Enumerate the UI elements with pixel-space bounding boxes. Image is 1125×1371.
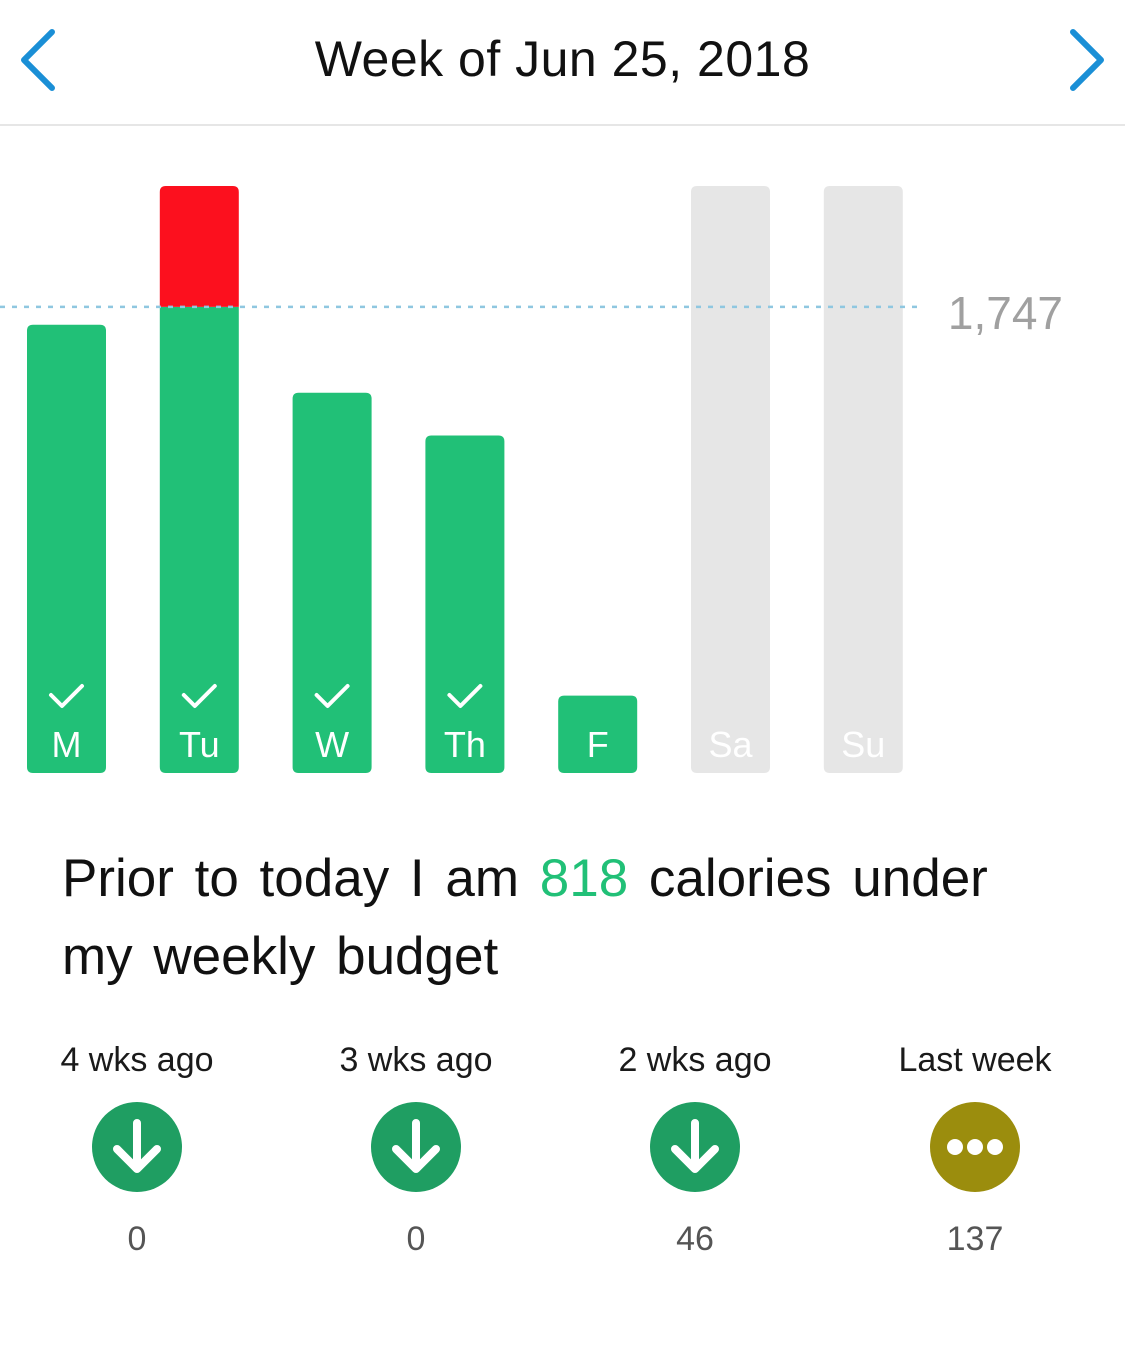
budget-label: 1,747 xyxy=(948,287,1063,339)
day-label: Tu xyxy=(179,724,220,765)
day-label: M xyxy=(52,724,82,765)
check-icon xyxy=(49,684,84,708)
history-item-last-week: Last week 137 xyxy=(865,1030,1085,1259)
week-title: Week of Jun 25, 2018 xyxy=(314,31,811,87)
arrow-down-icon[interactable] xyxy=(371,1102,461,1192)
chart-bar xyxy=(425,435,505,773)
history-label: 2 wks ago xyxy=(618,1041,772,1079)
history-label: Last week xyxy=(898,1041,1052,1079)
previous-week-button[interactable] xyxy=(8,28,68,92)
history-item-4-wks-ago: 4 wks ago 0 xyxy=(27,1030,247,1259)
next-week-button[interactable] xyxy=(1057,28,1117,92)
day-label: Th xyxy=(444,724,486,765)
chart-bar xyxy=(292,392,372,773)
day-label: F xyxy=(587,724,609,765)
day-label: W xyxy=(315,724,349,765)
history-value: 0 xyxy=(127,1220,147,1258)
chart-bar-future xyxy=(691,186,770,773)
arrow-down-icon[interactable] xyxy=(650,1102,740,1192)
check-icon xyxy=(181,684,217,708)
history-value: 137 xyxy=(946,1220,1004,1258)
week-header: Week of Jun 25, 2018 xyxy=(0,0,1125,126)
history-value: 46 xyxy=(676,1220,714,1258)
chevron-right-icon xyxy=(1070,29,1104,91)
history-item-3-wks-ago: 3 wks ago 0 xyxy=(306,1030,526,1259)
history-value: 0 xyxy=(406,1220,426,1258)
ellipsis-icon[interactable] xyxy=(930,1102,1020,1192)
check-icon xyxy=(447,684,483,708)
chart-bar-under-segment xyxy=(159,306,239,773)
chart-bar-future xyxy=(823,186,903,773)
weekly-history: 4 wks ago 0 3 wks ago 0 2 wks ago 46 Las… xyxy=(0,1030,1125,1270)
day-label: Su xyxy=(841,724,885,765)
history-item-2-wks-ago: 2 wks ago 46 xyxy=(585,1030,805,1259)
summary-text-after: calories under my weekly budget xyxy=(62,849,988,986)
summary-text-before: Prior to today I am xyxy=(62,849,520,908)
history-label: 4 wks ago xyxy=(60,1041,214,1079)
chart-bar xyxy=(27,324,106,773)
weekly-summary: Prior to today I am 818 calories under m… xyxy=(62,840,1072,996)
summary-amount: 818 xyxy=(539,849,629,908)
history-label: 3 wks ago xyxy=(339,1041,493,1079)
chevron-left-icon xyxy=(21,29,55,91)
chart-bar-over-segment xyxy=(159,186,239,307)
arrow-down-icon[interactable] xyxy=(92,1102,182,1192)
weekly-calorie-chart: M Tu W Th F Sa Su 1,747 xyxy=(0,126,1125,806)
check-icon xyxy=(314,684,350,708)
day-label: Sa xyxy=(708,724,753,765)
chart-bar xyxy=(558,695,638,773)
